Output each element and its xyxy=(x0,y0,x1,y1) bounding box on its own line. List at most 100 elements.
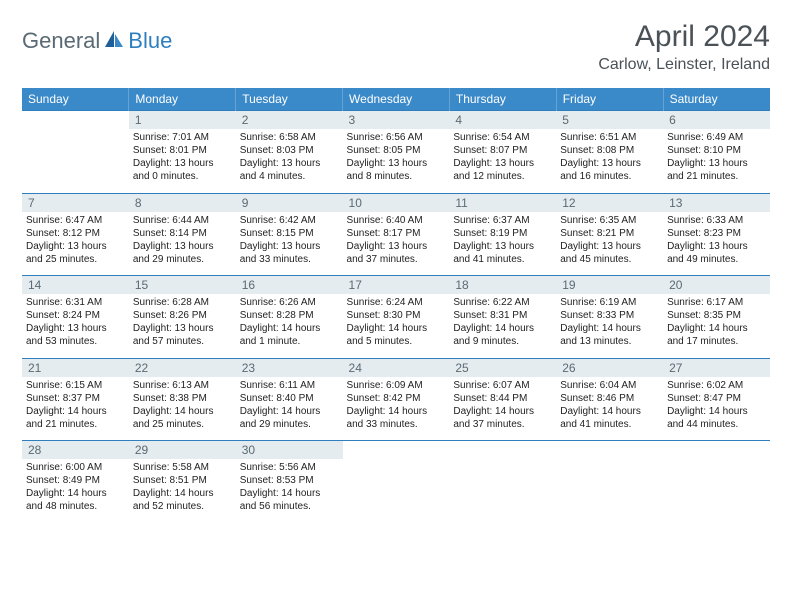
day-number: 18 xyxy=(449,276,556,295)
brand-text-general: General xyxy=(22,28,100,54)
day-details: Sunrise: 6:42 AMSunset: 8:15 PMDaylight:… xyxy=(236,212,343,276)
day-number: 29 xyxy=(129,441,236,460)
sunrise-text: Sunrise: 6:37 AM xyxy=(453,214,552,227)
sunset-text: Sunset: 8:47 PM xyxy=(667,392,766,405)
daylight-text: Daylight: 14 hours and 44 minutes. xyxy=(667,405,766,431)
sunset-text: Sunset: 8:15 PM xyxy=(240,227,339,240)
daylight-text: Daylight: 14 hours and 13 minutes. xyxy=(560,322,659,348)
sunrise-text: Sunrise: 6:40 AM xyxy=(347,214,446,227)
day-details: Sunrise: 6:49 AMSunset: 8:10 PMDaylight:… xyxy=(663,129,770,193)
sunrise-text: Sunrise: 6:56 AM xyxy=(347,131,446,144)
sunset-text: Sunset: 8:38 PM xyxy=(133,392,232,405)
sunrise-text: Sunrise: 6:58 AM xyxy=(240,131,339,144)
sunrise-text: Sunrise: 6:47 AM xyxy=(26,214,125,227)
day-details: Sunrise: 6:33 AMSunset: 8:23 PMDaylight:… xyxy=(663,212,770,276)
sunset-text: Sunset: 8:26 PM xyxy=(133,309,232,322)
sunset-text: Sunset: 8:23 PM xyxy=(667,227,766,240)
daylight-text: Daylight: 13 hours and 8 minutes. xyxy=(347,157,446,183)
day-number: 24 xyxy=(343,358,450,377)
daylight-text: Daylight: 14 hours and 37 minutes. xyxy=(453,405,552,431)
sunset-text: Sunset: 8:46 PM xyxy=(560,392,659,405)
sunset-text: Sunset: 8:07 PM xyxy=(453,144,552,157)
daylight-text: Daylight: 13 hours and 53 minutes. xyxy=(26,322,125,348)
day-details: Sunrise: 6:56 AMSunset: 8:05 PMDaylight:… xyxy=(343,129,450,193)
day-number: 10 xyxy=(343,193,450,212)
month-title: April 2024 xyxy=(598,20,770,54)
sunset-text: Sunset: 8:49 PM xyxy=(26,474,125,487)
daylight-text: Daylight: 13 hours and 33 minutes. xyxy=(240,240,339,266)
day-number: 23 xyxy=(236,358,343,377)
day-details: Sunrise: 6:07 AMSunset: 8:44 PMDaylight:… xyxy=(449,377,556,441)
sunrise-text: Sunrise: 5:58 AM xyxy=(133,461,232,474)
day-number: 9 xyxy=(236,193,343,212)
day-blank xyxy=(449,441,556,460)
day-details: Sunrise: 6:44 AMSunset: 8:14 PMDaylight:… xyxy=(129,212,236,276)
day-number: 20 xyxy=(663,276,770,295)
sunset-text: Sunset: 8:53 PM xyxy=(240,474,339,487)
daylight-text: Daylight: 13 hours and 4 minutes. xyxy=(240,157,339,183)
day-number: 25 xyxy=(449,358,556,377)
sunset-text: Sunset: 8:21 PM xyxy=(560,227,659,240)
daylight-text: Daylight: 13 hours and 41 minutes. xyxy=(453,240,552,266)
day-details: Sunrise: 6:19 AMSunset: 8:33 PMDaylight:… xyxy=(556,294,663,358)
sunrise-text: Sunrise: 6:31 AM xyxy=(26,296,125,309)
daynum-row: 123456 xyxy=(22,111,770,130)
sunset-text: Sunset: 8:17 PM xyxy=(347,227,446,240)
sunset-text: Sunset: 8:01 PM xyxy=(133,144,232,157)
daylight-text: Daylight: 14 hours and 29 minutes. xyxy=(240,405,339,431)
calendar-table: Sunday Monday Tuesday Wednesday Thursday… xyxy=(22,88,770,523)
sunrise-text: Sunrise: 6:02 AM xyxy=(667,379,766,392)
content-row: Sunrise: 6:15 AMSunset: 8:37 PMDaylight:… xyxy=(22,377,770,441)
sunset-text: Sunset: 8:31 PM xyxy=(453,309,552,322)
daylight-text: Daylight: 14 hours and 17 minutes. xyxy=(667,322,766,348)
sunset-text: Sunset: 8:35 PM xyxy=(667,309,766,322)
sunrise-text: Sunrise: 6:24 AM xyxy=(347,296,446,309)
sunset-text: Sunset: 8:14 PM xyxy=(133,227,232,240)
sunset-text: Sunset: 8:51 PM xyxy=(133,474,232,487)
sunset-text: Sunset: 8:10 PM xyxy=(667,144,766,157)
sunset-text: Sunset: 8:37 PM xyxy=(26,392,125,405)
daylight-text: Daylight: 14 hours and 56 minutes. xyxy=(240,487,339,513)
day-details: Sunrise: 6:17 AMSunset: 8:35 PMDaylight:… xyxy=(663,294,770,358)
sunrise-text: Sunrise: 6:07 AM xyxy=(453,379,552,392)
daynum-row: 14151617181920 xyxy=(22,276,770,295)
content-row: Sunrise: 7:01 AMSunset: 8:01 PMDaylight:… xyxy=(22,129,770,193)
day-details: Sunrise: 6:26 AMSunset: 8:28 PMDaylight:… xyxy=(236,294,343,358)
day-blank xyxy=(663,459,770,523)
day-details: Sunrise: 6:09 AMSunset: 8:42 PMDaylight:… xyxy=(343,377,450,441)
daynum-row: 282930 xyxy=(22,441,770,460)
daylight-text: Daylight: 13 hours and 57 minutes. xyxy=(133,322,232,348)
sunrise-text: Sunrise: 6:28 AM xyxy=(133,296,232,309)
weekday-header: Friday xyxy=(556,88,663,111)
day-blank xyxy=(22,129,129,193)
day-number: 15 xyxy=(129,276,236,295)
sunrise-text: Sunrise: 6:04 AM xyxy=(560,379,659,392)
daynum-row: 78910111213 xyxy=(22,193,770,212)
weekday-header: Thursday xyxy=(449,88,556,111)
daylight-text: Daylight: 13 hours and 21 minutes. xyxy=(667,157,766,183)
sunrise-text: Sunrise: 6:22 AM xyxy=(453,296,552,309)
day-number: 5 xyxy=(556,111,663,130)
day-blank xyxy=(22,111,129,130)
sunset-text: Sunset: 8:44 PM xyxy=(453,392,552,405)
day-details: Sunrise: 6:31 AMSunset: 8:24 PMDaylight:… xyxy=(22,294,129,358)
day-details: Sunrise: 6:24 AMSunset: 8:30 PMDaylight:… xyxy=(343,294,450,358)
day-blank xyxy=(663,441,770,460)
day-details: Sunrise: 5:56 AMSunset: 8:53 PMDaylight:… xyxy=(236,459,343,523)
daylight-text: Daylight: 14 hours and 33 minutes. xyxy=(347,405,446,431)
sunrise-text: Sunrise: 6:11 AM xyxy=(240,379,339,392)
daylight-text: Daylight: 13 hours and 45 minutes. xyxy=(560,240,659,266)
day-number: 21 xyxy=(22,358,129,377)
day-details: Sunrise: 6:00 AMSunset: 8:49 PMDaylight:… xyxy=(22,459,129,523)
daylight-text: Daylight: 13 hours and 25 minutes. xyxy=(26,240,125,266)
sunrise-text: Sunrise: 6:13 AM xyxy=(133,379,232,392)
sunrise-text: Sunrise: 6:44 AM xyxy=(133,214,232,227)
day-number: 13 xyxy=(663,193,770,212)
day-details: Sunrise: 6:13 AMSunset: 8:38 PMDaylight:… xyxy=(129,377,236,441)
sunrise-text: Sunrise: 6:54 AM xyxy=(453,131,552,144)
brand-text-blue: Blue xyxy=(128,28,172,54)
sunrise-text: Sunrise: 6:17 AM xyxy=(667,296,766,309)
weekday-header: Wednesday xyxy=(343,88,450,111)
daylight-text: Daylight: 14 hours and 5 minutes. xyxy=(347,322,446,348)
day-blank xyxy=(449,459,556,523)
